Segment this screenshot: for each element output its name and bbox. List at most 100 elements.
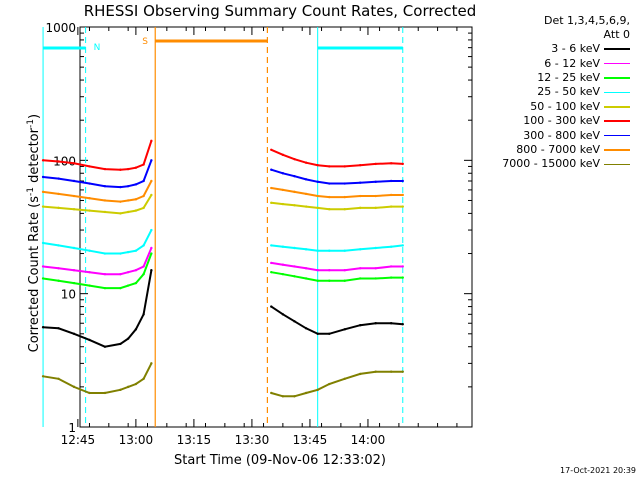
series-point [88, 182, 91, 185]
series-point [103, 391, 107, 395]
series-point [88, 338, 91, 342]
series-point [328, 195, 331, 199]
series-point [281, 263, 285, 266]
series-point [41, 375, 45, 378]
x-tick-label: 13:15 [177, 433, 212, 447]
series-point [389, 322, 393, 325]
legend-entry: 7000 - 15000 keV [478, 157, 636, 171]
legend-entry-label: 7000 - 15000 keV [502, 157, 600, 171]
series-point [401, 265, 404, 268]
series-point [359, 181, 362, 184]
series-point [134, 166, 138, 169]
series-point [343, 279, 346, 282]
series-point [150, 246, 153, 250]
legend-entry-label: 25 - 50 keV [537, 85, 600, 99]
series-point [88, 196, 91, 200]
series-point [57, 327, 60, 330]
series-point [281, 395, 285, 398]
series-point [293, 204, 296, 207]
legend-entry: 3 - 6 keV [478, 42, 636, 56]
series-point [126, 250, 130, 254]
legend-swatch [604, 120, 630, 122]
series-point [72, 162, 76, 165]
series-point [126, 270, 130, 274]
series-point [270, 201, 273, 205]
series-point [401, 205, 404, 208]
series-point [72, 268, 76, 272]
series-point [57, 244, 60, 247]
legend-swatch [604, 106, 630, 108]
series-point [401, 179, 404, 183]
series-point [103, 252, 107, 255]
legend-entry: 50 - 100 keV [478, 100, 636, 114]
series-line [271, 261, 403, 272]
series-point [119, 388, 122, 392]
series-point [88, 270, 91, 274]
series-line [271, 271, 403, 282]
series-point [293, 190, 296, 194]
series-point [142, 272, 145, 276]
series-point [57, 192, 60, 196]
series-point [304, 161, 308, 164]
series-point [359, 194, 362, 198]
series-line [42, 229, 153, 255]
x-tick-label: 12:45 [61, 433, 96, 447]
series-line [270, 148, 403, 168]
series-point [374, 322, 377, 325]
series-point [343, 268, 346, 272]
series-point [270, 168, 273, 171]
series-point [374, 162, 377, 166]
series-point [126, 199, 130, 202]
series-point [134, 281, 138, 285]
chart-title: RHESSI Observing Summary Count Rates, Co… [83, 2, 477, 20]
series-point [343, 377, 346, 380]
series-line [270, 305, 403, 335]
series-point [103, 167, 107, 171]
series-point [150, 159, 153, 162]
series-point [72, 385, 76, 389]
chart-legend: Det 1,3,4,5,6,9, Att 0 3 - 6 keV 6 - 12 k… [478, 14, 636, 172]
series-point [328, 268, 331, 272]
series-point [401, 244, 404, 247]
saa-label: S [142, 37, 148, 47]
series-point [304, 192, 308, 196]
series-point [88, 209, 91, 212]
series-point [142, 377, 145, 380]
legend-entry-label: 100 - 300 keV [523, 114, 600, 128]
series-point [57, 177, 60, 180]
legend-entry-label: 800 - 7000 keV [516, 142, 600, 156]
series-point [41, 277, 45, 280]
series-point [150, 268, 153, 272]
series-point [343, 249, 346, 252]
series-point [150, 228, 153, 232]
series-point [72, 208, 76, 211]
series-point [142, 206, 145, 210]
series-point [304, 267, 308, 270]
series-line [271, 187, 403, 199]
series-point [270, 186, 273, 190]
x-axis-label: Start Time (09-Nov-06 12:33:02) [174, 453, 386, 468]
y-tick-label: 10 [61, 288, 76, 302]
series-point [126, 210, 130, 214]
series-point [72, 246, 76, 250]
series-point [374, 194, 377, 198]
plot-frame [79, 26, 473, 428]
series-point [88, 249, 91, 252]
series-point [304, 178, 308, 181]
series-point [57, 377, 60, 380]
series-point [134, 382, 138, 386]
series-point [316, 279, 319, 282]
series-point [304, 391, 308, 395]
legend-entries: 3 - 6 keV 6 - 12 keV 12 - 25 keV 25 - 50 ke… [478, 42, 636, 172]
series-point [389, 276, 393, 279]
series-point [142, 194, 145, 198]
series-point [328, 279, 331, 282]
x-tick-label: 13:45 [293, 433, 328, 447]
series-point [281, 313, 285, 316]
y-axis-label: Corrected Count Rate (s-1 detector-1) [26, 83, 42, 383]
timestamp: 17-Oct-2021 20:39 [560, 466, 636, 475]
series-point [134, 249, 138, 252]
series-line [43, 194, 153, 215]
series-point [374, 206, 377, 210]
series-point [281, 153, 285, 157]
